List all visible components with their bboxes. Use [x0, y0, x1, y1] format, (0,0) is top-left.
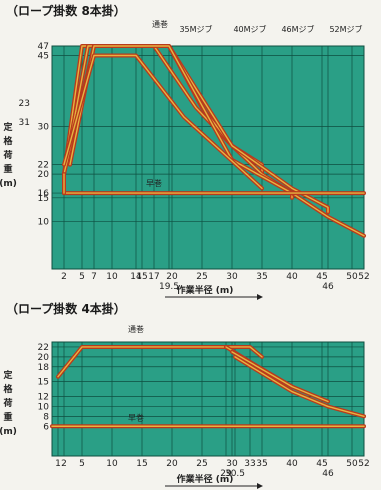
- y-tick-label: 18: [38, 363, 50, 373]
- x-tick-label-lower: 30.5: [225, 469, 245, 479]
- chart-annotation: 通巻: [128, 324, 144, 334]
- y-axis-label: 格: [3, 135, 13, 147]
- x-tick-label: 10: [106, 272, 118, 282]
- x-tick-label: 45: [316, 459, 327, 469]
- x-tick-label: 45: [316, 272, 327, 282]
- y-tick-label: 20: [38, 353, 50, 363]
- x-tick-label: 40: [286, 459, 298, 469]
- y-tick-label: 15: [38, 378, 49, 388]
- x-tick-label: 15: [136, 272, 147, 282]
- x-tick-label: 1: [55, 459, 61, 469]
- x-tick-label: 17: [148, 272, 159, 282]
- y-tick-label: 15: [38, 194, 49, 204]
- x-tick-label: 33: [244, 459, 255, 469]
- x-tick-label: 50: [346, 272, 358, 282]
- y-tick-label-outer: 23: [19, 99, 30, 109]
- x-axis-label: 作業半径 (m): [177, 473, 234, 485]
- x-tick-label: 52: [358, 272, 369, 282]
- x-tick-label-lower: 46: [322, 469, 334, 479]
- chart-annotation: 通巻: [152, 19, 168, 29]
- y-axis-label: 重: [3, 411, 12, 423]
- x-axis-label: 作業半径 (m): [177, 284, 234, 296]
- x-tick-label: 25: [196, 459, 207, 469]
- y-axis-label: 荷: [2, 149, 12, 161]
- y-axis-label: 定: [2, 121, 13, 133]
- y-axis-label: 格: [3, 383, 13, 395]
- chart-1-title: （ロープ掛数 8本掛）: [6, 4, 126, 18]
- y-tick-label: 22: [38, 343, 49, 353]
- x-tick-label: 35: [256, 272, 267, 282]
- y-axis-label: 重: [3, 163, 12, 175]
- chart-annotation: 52Mジブ: [329, 24, 362, 34]
- x-tick-label: 2: [61, 272, 67, 282]
- x-tick-label: 20: [166, 459, 178, 469]
- x-tick-label: 10: [106, 459, 118, 469]
- series-line-2: [231, 351, 329, 403]
- y-tick-label: 16: [38, 189, 50, 199]
- x-tick-label: 40: [286, 272, 298, 282]
- y-tick-label: 12: [38, 393, 49, 403]
- y-tick-label: 22: [38, 161, 49, 171]
- x-tick-label: 5: [79, 459, 85, 469]
- plot-frame: [51, 45, 365, 270]
- y-tick-label: 6: [43, 422, 49, 432]
- x-tick-label: 14: [130, 272, 142, 282]
- y-axis-label: 荷: [2, 397, 12, 409]
- y-axis-label: (m): [0, 427, 17, 437]
- x-tick-label: 30: [226, 272, 238, 282]
- y-tick-label: 30: [38, 123, 50, 133]
- x-tick-label: 25: [196, 272, 207, 282]
- y-tick-label: 10: [38, 402, 50, 412]
- x-tick-label: 15: [136, 459, 147, 469]
- series-line-4: [63, 54, 263, 190]
- chart-annotation: 46Mジブ: [281, 24, 314, 34]
- y-tick-label: 8: [43, 412, 49, 422]
- series-line-3: [234, 356, 365, 418]
- x-tick-label: 5: [79, 272, 85, 282]
- chart-annotation: 早巻: [146, 178, 162, 188]
- x-tick-label: 2: [61, 459, 67, 469]
- chart-2-title: （ロープ掛数 4本掛）: [6, 302, 126, 316]
- y-tick-label: 45: [38, 51, 49, 61]
- x-tick-label-lower: 46: [322, 282, 334, 292]
- x-tick-label-lower: 19.5: [159, 282, 179, 292]
- y-axis-label: (m): [0, 179, 17, 189]
- x-tick-label: 35: [256, 459, 267, 469]
- y-tick-label: 10: [38, 218, 50, 228]
- plot-frame: [51, 341, 365, 457]
- chart-annotation: 40Mジブ: [233, 24, 266, 34]
- x-tick-label: 52: [358, 459, 369, 469]
- x-axis-arrow-head: [257, 483, 263, 489]
- x-tick-label: 30: [226, 459, 238, 469]
- y-tick-label-outer: 31: [19, 118, 30, 128]
- y-tick-label: 20: [38, 170, 50, 180]
- plot-area: [52, 46, 364, 269]
- x-axis-arrow-head: [257, 294, 263, 300]
- x-tick-label-lower: 29: [220, 469, 232, 479]
- y-tick-label: 47: [38, 42, 49, 52]
- y-axis-label: 定: [2, 369, 13, 381]
- x-tick-label: 20: [166, 272, 178, 282]
- series-line-0: [57, 346, 263, 378]
- x-tick-label: 50: [346, 459, 358, 469]
- x-tick-label: 7: [91, 272, 97, 282]
- chart-annotation: 35Mジブ: [179, 24, 212, 34]
- chart-annotation: 早巻: [128, 412, 144, 422]
